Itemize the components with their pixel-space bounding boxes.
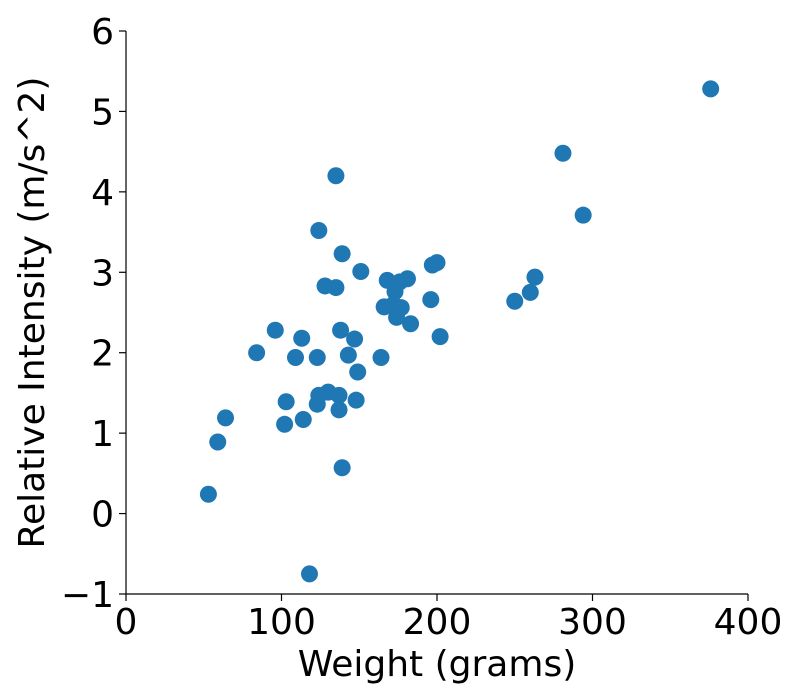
data-point [330, 401, 348, 419]
data-point [574, 206, 592, 224]
x-axis-ticks: 0 100 200 300 400 [115, 594, 783, 643]
data-point [352, 262, 370, 280]
data-point [277, 393, 295, 411]
data-point [217, 409, 235, 427]
y-tick-label: −1 [61, 575, 114, 616]
x-tick-label: 100 [247, 602, 316, 643]
data-point [333, 245, 351, 263]
data-point [431, 328, 449, 346]
data-point [276, 415, 294, 433]
data-point [521, 283, 539, 301]
data-point [327, 167, 345, 185]
data-point [330, 386, 348, 404]
data-point [526, 268, 544, 286]
data-point [702, 80, 720, 98]
x-tick-label: 400 [714, 602, 783, 643]
data-point [332, 321, 350, 339]
data-point [248, 344, 266, 362]
data-point [310, 221, 328, 239]
data-point [346, 330, 364, 348]
data-point [372, 349, 390, 367]
data-point [398, 270, 416, 288]
data-point [392, 299, 410, 317]
data-point [300, 565, 318, 583]
data-point [308, 349, 326, 367]
y-tick-label: 2 [91, 334, 114, 375]
data-point [286, 349, 304, 367]
y-tick-label: 0 [91, 495, 114, 536]
x-tick-label: 0 [115, 602, 138, 643]
x-axis-title: Weight (grams) [298, 644, 577, 685]
data-point [333, 459, 351, 477]
data-point [554, 144, 572, 162]
data-point [327, 279, 345, 297]
data-point [506, 292, 524, 310]
data-point [428, 254, 446, 272]
data-point [199, 485, 217, 503]
data-point [209, 433, 227, 451]
data-point [266, 321, 284, 339]
y-tick-label: 4 [91, 173, 114, 214]
y-tick-label: 6 [91, 12, 114, 53]
data-point [294, 410, 312, 428]
y-tick-label: 1 [91, 414, 114, 455]
y-axis-title: Relative Intensity (m/s^2) [12, 77, 53, 549]
data-point [339, 346, 357, 364]
data-point [402, 315, 420, 333]
y-tick-label: 3 [91, 253, 114, 294]
data-point [347, 391, 365, 409]
y-axis-ticks: −1 0 1 2 3 4 5 6 [61, 12, 126, 616]
data-point [349, 363, 367, 381]
y-tick-label: 5 [91, 92, 114, 133]
data-point [293, 329, 311, 347]
data-points [199, 80, 720, 583]
x-tick-label: 200 [403, 602, 472, 643]
x-tick-label: 300 [558, 602, 627, 643]
data-point [422, 291, 440, 309]
